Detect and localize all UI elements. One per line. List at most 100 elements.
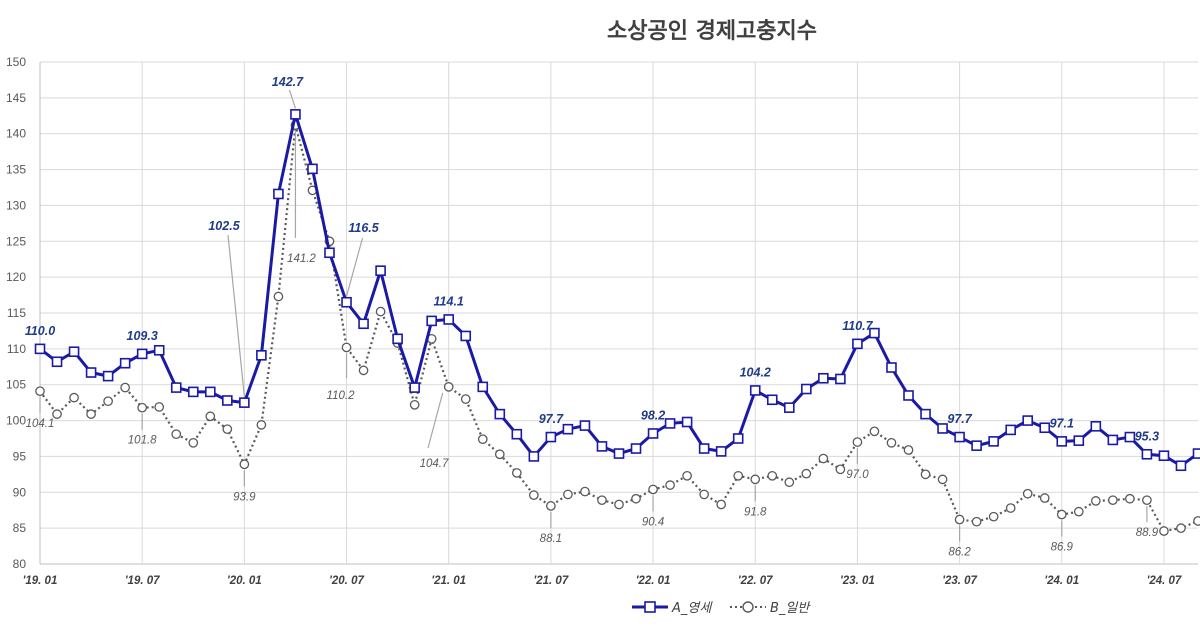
series-a-point [1124, 431, 1136, 443]
x-tick-label: '19. 07 [125, 575, 160, 587]
series-a-point [1005, 424, 1016, 436]
x-tick-label: '23. 07 [942, 575, 977, 587]
series-a-point [698, 443, 710, 454]
series-a-point [749, 385, 761, 396]
annotation-label-b: 88.1 [540, 533, 562, 545]
annotation-leader-a [345, 237, 364, 297]
annotation-label-a: 142.7 [272, 75, 304, 89]
annotation-label-b: 86.9 [1051, 542, 1074, 554]
series-a-point [920, 408, 931, 420]
series-a-point [136, 348, 148, 360]
series-b-point [937, 474, 948, 485]
series-b-point [1090, 496, 1101, 506]
chart-title: 소상공인 경제고충지수 [607, 19, 817, 44]
data-annotations: 110.0 109.3 102.5 142.7 116.5 114.1 97.7 98.2 10… [25, 75, 1159, 559]
series-a-point [426, 315, 437, 327]
series-b-point [869, 426, 880, 437]
annotation-label-a: 114.1 [434, 294, 464, 308]
series-b-point [494, 449, 505, 460]
series-a-point [545, 431, 557, 443]
series-a-point [886, 362, 897, 373]
series-b-point [1176, 523, 1186, 533]
x-tick-label: '19. 01 [23, 575, 58, 587]
annotation-label-b: 90.4 [642, 516, 664, 528]
series-a-point [715, 446, 727, 457]
annotation-label-a: 116.5 [348, 221, 379, 235]
series-a-small-business [34, 109, 1200, 472]
annotation-label-b: 91.8 [744, 506, 767, 518]
series-a-point [358, 318, 369, 330]
series-b-point [733, 470, 744, 481]
series-b-point [699, 489, 709, 500]
series-a-point [1107, 434, 1119, 446]
series-a-point [477, 381, 489, 393]
series-a-point [1158, 450, 1170, 462]
series-a-point [528, 451, 540, 462]
series-b-point [954, 514, 965, 525]
y-tick-label: 135 [6, 163, 26, 177]
x-tick-label: '21. 01 [431, 575, 466, 587]
series-a-point [1141, 448, 1153, 460]
series-b-point [86, 409, 96, 419]
x-tick-label: '22. 01 [636, 575, 671, 587]
y-tick-label: 130 [6, 198, 26, 212]
annotation-label-b: 97.0 [846, 469, 869, 481]
series-a-point [869, 327, 880, 339]
y-tick-label: 115 [7, 306, 26, 320]
series-b-point [1022, 488, 1033, 499]
annotation-label-a: 98.2 [641, 408, 665, 422]
series-a-point [290, 109, 301, 120]
series-a-point [511, 428, 523, 440]
series-b-point [511, 468, 522, 478]
annotation-label-b: 88.9 [1136, 527, 1159, 539]
annotation-label-a: 102.5 [208, 219, 240, 233]
series-a-point [1090, 421, 1102, 432]
series-b-point [818, 453, 829, 464]
series-a-point [681, 416, 693, 428]
annotation-label-b: 141.2 [287, 253, 316, 265]
series-b-point [256, 420, 267, 430]
series-a-point [1192, 448, 1200, 459]
y-tick-label: 140 [6, 127, 26, 141]
legend-label-b: B_일반 [770, 601, 811, 616]
x-tick-label: '24. 01 [1044, 575, 1079, 587]
series-b-point [460, 394, 471, 404]
annotation-label-a: 97.7 [947, 412, 972, 426]
legend-marker-b [742, 601, 754, 613]
series-b-point [52, 409, 62, 419]
annotation-label-b: 104.1 [26, 418, 55, 430]
series-b-point [103, 396, 113, 407]
series-a-point [835, 373, 846, 385]
series-a-point [988, 436, 999, 447]
series-a-point [937, 423, 948, 434]
annotation-label-b: 104.7 [420, 458, 449, 470]
series-a-point [204, 386, 216, 398]
annotation-leader-a [288, 89, 297, 109]
series-a-point [307, 163, 318, 175]
series-b-line [39, 124, 1200, 533]
annotation-label-a: 95.3 [1135, 429, 1159, 443]
x-axis: '19. 01 '19. 07 '20. 01 '20. 07 '21. 01 '21. … [23, 575, 1182, 587]
series-a-point [273, 188, 284, 200]
series-b-point [137, 402, 148, 413]
series-a-line [39, 112, 1200, 468]
series-a-point [766, 394, 778, 406]
series-b-point [1005, 503, 1016, 513]
annotation-label-a: 110.7 [842, 319, 873, 333]
annotation-label-a: 109.3 [127, 329, 158, 343]
series-a-point [801, 383, 812, 395]
series-a-point [818, 372, 829, 384]
series-a-point [68, 346, 80, 358]
series-b-point [1056, 509, 1067, 520]
series-b-point [1125, 493, 1135, 504]
series-b-point [443, 382, 454, 392]
y-tick-label: 100 [6, 414, 26, 428]
annotation-label-b: 101.8 [128, 435, 157, 447]
annotation-leader-b [427, 392, 444, 449]
series-b-point [903, 445, 914, 455]
series-a-point [239, 397, 250, 408]
series-a-point [256, 350, 267, 361]
annotation-label-b: 86.2 [948, 547, 971, 559]
series-a-point [852, 338, 863, 350]
series-a-point [341, 296, 352, 308]
